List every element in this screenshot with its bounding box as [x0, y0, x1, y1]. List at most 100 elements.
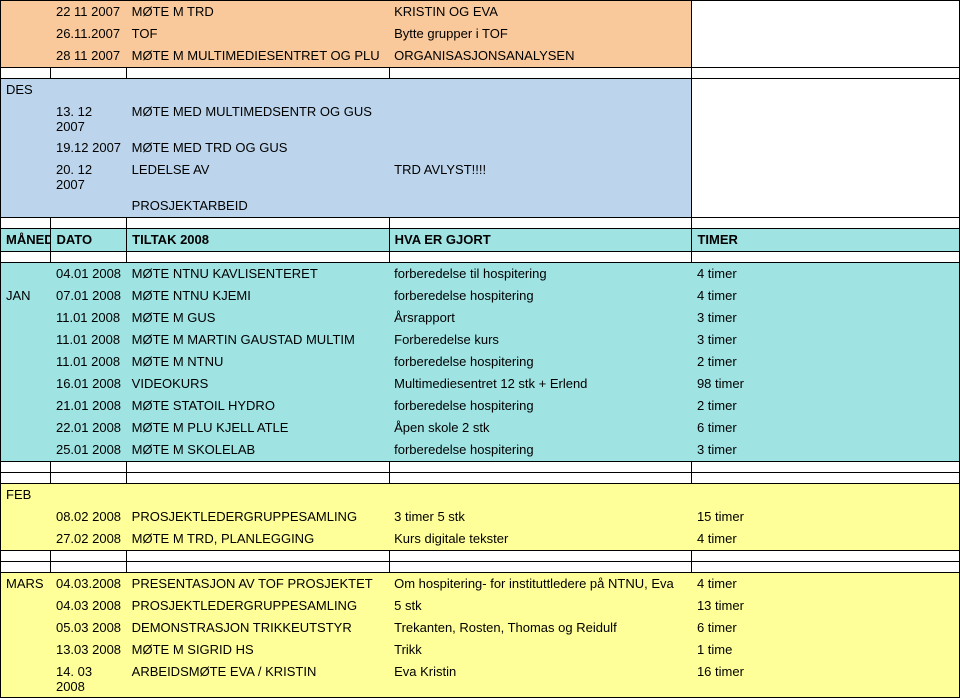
table-spacer-row — [1, 462, 960, 473]
cell-date: 04.03 2008 — [51, 595, 127, 617]
cell-timer: 1 time — [692, 639, 960, 661]
spacer-cell — [692, 551, 960, 562]
cell-result: Kurs digitale tekster — [389, 528, 692, 551]
cell-month — [1, 329, 51, 351]
table-row: 22.01 2008MØTE M PLU KJELL ATLEÅpen skol… — [1, 417, 960, 439]
cell-month: FEB — [1, 484, 51, 507]
cell-action: MØTE M GUS — [127, 307, 389, 329]
cell-action — [127, 484, 389, 507]
cell-month — [1, 351, 51, 373]
spacer-cell — [389, 68, 692, 79]
cell-date: 27.02 2008 — [51, 528, 127, 551]
cell-action: MØTE M TRD, PLANLEGGING — [127, 528, 389, 551]
cell-month — [1, 639, 51, 661]
cell-result: 5 stk — [389, 595, 692, 617]
cell-month — [1, 528, 51, 551]
table-row: MARS04.03.2008PRESENTASJON AV TOF PROSJE… — [1, 573, 960, 596]
table-row: DES — [1, 79, 960, 102]
spacer-cell — [127, 252, 389, 263]
cell-action: MØTE M MARTIN GAUSTAD MULTIM — [127, 329, 389, 351]
cell-timer — [692, 1, 960, 24]
table-spacer-row — [1, 551, 960, 562]
cell-date: 28 11 2007 — [51, 45, 127, 68]
cell-result: Bytte grupper i TOF — [389, 23, 692, 45]
cell-timer — [692, 45, 960, 68]
cell-timer: 2 timer — [692, 351, 960, 373]
cell-result: Eva Kristin — [389, 661, 692, 698]
cell-date: 26.11.2007 — [51, 23, 127, 45]
cell-action: TILTAK 2008 — [127, 229, 389, 252]
cell-timer — [692, 137, 960, 159]
cell-date: 13.03 2008 — [51, 639, 127, 661]
cell-result: KRISTIN OG EVA — [389, 1, 692, 24]
spacer-cell — [127, 462, 389, 473]
cell-action: MØTE MED MULTIMEDSENTR OG GUS — [127, 101, 389, 137]
spacer-cell — [1, 68, 51, 79]
cell-action: PRESENTASJON AV TOF PROSJEKTET — [127, 573, 389, 596]
cell-month — [1, 45, 51, 68]
cell-action: MØTE NTNU KJEMI — [127, 285, 389, 307]
spacer-cell — [51, 462, 127, 473]
spacer-cell — [51, 218, 127, 229]
cell-date: 04.01 2008 — [51, 263, 127, 286]
cell-result: Årsrapport — [389, 307, 692, 329]
spacer-cell — [389, 462, 692, 473]
spacer-cell — [692, 462, 960, 473]
cell-result: Om hospitering- for instituttledere på N… — [389, 573, 692, 596]
cell-timer — [692, 23, 960, 45]
table-row: 11.01 2008MØTE M MARTIN GAUSTAD MULTIMFo… — [1, 329, 960, 351]
cell-month — [1, 617, 51, 639]
cell-month — [1, 373, 51, 395]
table-row: 08.02 2008PROSJEKTLEDERGRUPPESAMLING3 ti… — [1, 506, 960, 528]
cell-timer: 98 timer — [692, 373, 960, 395]
cell-date — [51, 79, 127, 102]
table-row: 13.03 2008MØTE M SIGRID HSTrikk1 time — [1, 639, 960, 661]
cell-action: MØTE M SKOLELAB — [127, 439, 389, 462]
cell-date: 11.01 2008 — [51, 329, 127, 351]
cell-timer — [692, 484, 960, 507]
cell-timer: 6 timer — [692, 417, 960, 439]
cell-month — [1, 23, 51, 45]
cell-timer: 4 timer — [692, 285, 960, 307]
cell-month: DES — [1, 79, 51, 102]
cell-action: MØTE NTNU KAVLISENTERET — [127, 263, 389, 286]
cell-month — [1, 307, 51, 329]
table-row: 14. 03 2008ARBEIDSMØTE EVA / KRISTINEva … — [1, 661, 960, 698]
cell-month — [1, 195, 51, 218]
cell-result: HVA ER GJORT — [389, 229, 692, 252]
spacer-cell — [127, 68, 389, 79]
cell-action: PROSJEKTARBEID — [127, 195, 389, 218]
cell-month — [1, 506, 51, 528]
cell-action: LEDELSE AV — [127, 159, 389, 195]
cell-date: 08.02 2008 — [51, 506, 127, 528]
table-row: 27.02 2008MØTE M TRD, PLANLEGGINGKurs di… — [1, 528, 960, 551]
cell-timer — [692, 159, 960, 195]
cell-action — [127, 79, 389, 102]
cell-month — [1, 137, 51, 159]
spacer-cell — [1, 218, 51, 229]
cell-date: 22 11 2007 — [51, 1, 127, 24]
cell-result: forberedelse hospitering — [389, 351, 692, 373]
spacer-cell — [51, 551, 127, 562]
schedule-table: 22 11 2007MØTE M TRDKRISTIN OG EVA26.11.… — [0, 0, 960, 698]
cell-date: 20. 12 2007 — [51, 159, 127, 195]
table-spacer-row — [1, 473, 960, 484]
table-row: 21.01 2008MØTE STATOIL HYDROforberedelse… — [1, 395, 960, 417]
cell-result — [389, 195, 692, 218]
table-row: 26.11.2007TOFBytte grupper i TOF — [1, 23, 960, 45]
cell-action: MØTE STATOIL HYDRO — [127, 395, 389, 417]
cell-timer — [692, 195, 960, 218]
spacer-cell — [692, 68, 960, 79]
cell-action: MØTE M NTNU — [127, 351, 389, 373]
spacer-cell — [51, 252, 127, 263]
spacer-cell — [51, 562, 127, 573]
cell-date: 11.01 2008 — [51, 307, 127, 329]
cell-result: Trikk — [389, 639, 692, 661]
cell-action: PROSJEKTLEDERGRUPPESAMLING — [127, 595, 389, 617]
spacer-cell — [389, 252, 692, 263]
cell-month — [1, 417, 51, 439]
spacer-cell — [127, 218, 389, 229]
cell-timer: 15 timer — [692, 506, 960, 528]
spacer-cell — [1, 473, 51, 484]
cell-timer: TIMER — [692, 229, 960, 252]
